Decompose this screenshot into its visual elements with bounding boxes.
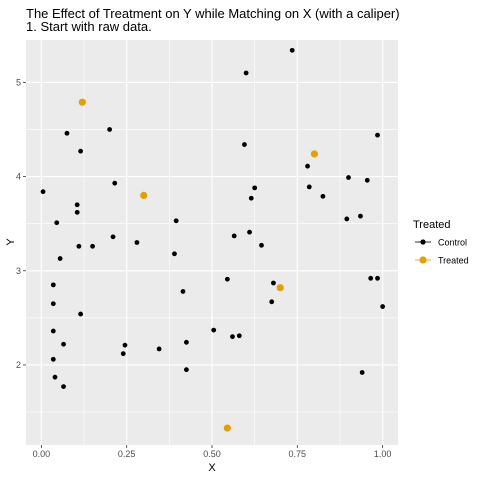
control-point <box>78 311 84 317</box>
control-point <box>40 189 46 195</box>
x-tick-label: 0.25 <box>118 449 136 459</box>
legend-key-dot-control <box>420 239 426 245</box>
treated-point <box>223 424 231 432</box>
control-point <box>224 276 230 282</box>
control-point <box>289 47 295 53</box>
control-point <box>271 280 276 286</box>
control-point <box>184 367 189 373</box>
major-gridlines <box>26 40 398 445</box>
control-point <box>375 132 380 138</box>
x-axis-label: X <box>208 462 216 474</box>
legend-key-dot-treated <box>419 256 427 264</box>
legend-label-treated: Treated <box>438 256 469 266</box>
y-axis-ticks: 2 3 4 5 <box>16 77 26 370</box>
control-point <box>61 384 66 390</box>
control-point <box>54 220 60 226</box>
x-tick-label: 0.50 <box>203 449 221 459</box>
control-point <box>259 242 264 248</box>
treated-point <box>140 191 148 200</box>
control-point <box>236 333 242 339</box>
control-point <box>184 339 189 345</box>
control-point <box>320 193 326 199</box>
control-point <box>78 148 84 154</box>
legend-entry-treated: Treated <box>415 256 469 266</box>
control-point <box>52 374 58 380</box>
x-axis-ticks: 0.00 0.25 0.50 0.75 1.00 <box>33 445 392 459</box>
control-point <box>269 299 275 305</box>
treated-point <box>310 150 318 158</box>
control-point <box>358 213 363 219</box>
chart-title: The Effect of Treatment on Y while Match… <box>26 6 400 21</box>
chart-subtitle: 1. Start with raw data. <box>26 19 152 34</box>
y-tick-label: 4 <box>16 172 21 182</box>
control-point <box>57 256 63 261</box>
control-point <box>306 184 312 190</box>
x-tick-label: 0.00 <box>33 449 51 459</box>
control-point <box>380 304 386 309</box>
y-tick-label: 3 <box>16 266 21 276</box>
control-point <box>243 70 249 76</box>
control-point <box>180 289 186 294</box>
control-point <box>252 185 258 191</box>
control-point <box>90 243 95 249</box>
control-point <box>50 301 56 307</box>
y-tick-label: 5 <box>16 77 21 87</box>
control-point <box>134 240 140 245</box>
control-point <box>247 229 252 235</box>
control-point <box>50 282 56 288</box>
control-point <box>231 233 237 239</box>
control-point <box>344 216 350 222</box>
control-point <box>50 328 56 334</box>
control-point <box>110 234 116 240</box>
legend: Treated Control Treated <box>413 219 469 266</box>
control-point <box>211 327 217 333</box>
y-axis-label: Y <box>5 238 17 246</box>
control-point <box>156 346 162 352</box>
legend-label-control: Control <box>438 238 467 248</box>
legend-title: Treated <box>413 219 451 231</box>
control-point <box>74 209 80 215</box>
control-point <box>76 243 82 249</box>
control-point <box>230 334 235 340</box>
treated-point <box>78 98 86 106</box>
control-point <box>122 342 128 348</box>
y-tick-label: 2 <box>16 360 21 370</box>
control-point <box>305 163 310 169</box>
control-point <box>64 130 70 136</box>
control-point <box>248 195 254 201</box>
control-point <box>107 127 113 132</box>
control-point <box>120 351 126 357</box>
data-points <box>40 47 386 432</box>
legend-entry-control: Control <box>415 238 467 248</box>
control-point <box>346 175 351 180</box>
control-point <box>61 341 66 347</box>
control-point <box>50 356 56 362</box>
control-point <box>112 180 118 186</box>
treated-point <box>276 284 284 292</box>
control-point <box>242 142 247 147</box>
control-point <box>359 370 365 375</box>
control-point <box>172 251 177 257</box>
control-point <box>375 275 380 281</box>
x-tick-label: 1.00 <box>374 449 392 459</box>
control-point <box>74 202 80 208</box>
control-point <box>368 275 374 281</box>
x-tick-label: 0.75 <box>289 449 307 459</box>
control-point <box>173 218 179 224</box>
control-point <box>364 177 370 183</box>
